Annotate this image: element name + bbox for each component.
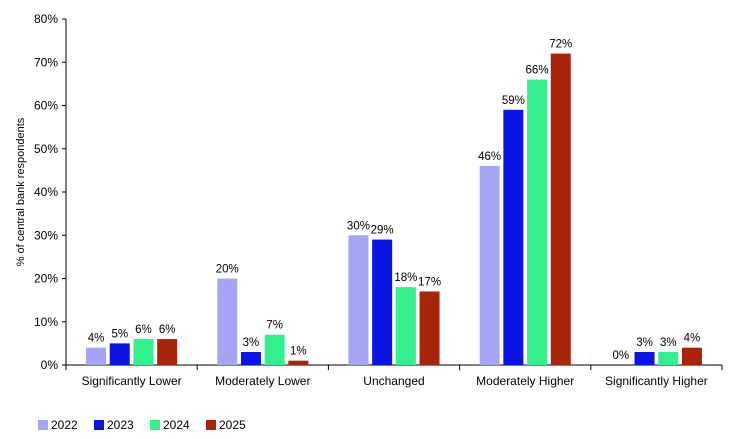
legend-label-2022: 2022 (51, 418, 78, 432)
data-label: 3% (660, 337, 677, 349)
y-tick-label: 70% (34, 55, 58, 69)
data-label: 0% (613, 350, 630, 362)
data-label: 5% (111, 328, 128, 340)
legend-swatch-2025 (206, 420, 216, 430)
y-tick-label: 0% (41, 358, 59, 372)
bar-2022 (217, 278, 238, 365)
data-label: 20% (216, 264, 239, 276)
data-label: 6% (135, 324, 152, 336)
x-tick-label: Significantly Higher (605, 374, 708, 388)
y-tick-label: 10% (34, 315, 58, 329)
x-tick-label: Moderately Lower (215, 374, 310, 388)
legend-label-2024: 2024 (163, 418, 190, 432)
bar-2025 (550, 53, 571, 365)
data-label: 46% (478, 151, 501, 163)
data-label: 72% (549, 39, 572, 51)
y-tick-label: 80% (34, 12, 58, 26)
bar-2025 (419, 291, 440, 365)
data-label: 18% (394, 272, 417, 284)
chart-legend: 2022 2023 2024 2025 (38, 418, 246, 432)
bar-2024 (395, 287, 416, 365)
x-tick-label: Unchanged (363, 374, 424, 388)
legend-swatch-2024 (150, 420, 160, 430)
bar-2025 (681, 347, 702, 365)
bar-2023 (109, 343, 130, 365)
data-label: 7% (266, 320, 283, 332)
data-label: 59% (502, 95, 525, 107)
legend-label-2023: 2023 (107, 418, 134, 432)
data-label: 4% (88, 333, 105, 345)
bar-2023 (240, 352, 261, 365)
bar-2023 (503, 109, 524, 365)
bar-2023 (634, 352, 655, 365)
bar-2024 (133, 339, 154, 365)
chart-axes: 0% 10% 20% 30% 40% 50% 60% 70% 80% Significantly … (34, 12, 723, 388)
data-label: 30% (347, 220, 370, 232)
y-tick-label: 20% (34, 272, 58, 286)
y-tick-label: 50% (34, 142, 58, 156)
x-tick-label: Significantly Lower (82, 374, 182, 388)
bar-2022 (348, 235, 369, 365)
data-label: 3% (636, 337, 653, 349)
y-tick-label: 30% (34, 228, 58, 242)
bar-2025 (157, 339, 178, 365)
data-label: 4% (684, 333, 701, 345)
data-label: 66% (526, 65, 549, 77)
bar-2022 (86, 347, 107, 365)
y-tick-label: 40% (34, 185, 58, 199)
bar-2025 (288, 360, 309, 365)
bar-2024 (264, 334, 285, 365)
y-tick-label: 60% (34, 99, 58, 113)
bar-2024 (527, 79, 548, 366)
legend-swatch-2023 (94, 420, 104, 430)
data-label: 29% (371, 225, 394, 237)
chart-data-labels: 4% 5% 6% 6% 20% 3% 7% 1% 30% 29% 18% 17% 46% 59% 66% 72… (88, 39, 701, 362)
data-label: 3% (243, 337, 260, 349)
x-tick-label: Moderately Higher (476, 374, 574, 388)
bar-2023 (372, 239, 393, 365)
data-label: 17% (418, 276, 441, 288)
bar-2024 (658, 352, 679, 365)
data-label: 1% (290, 346, 307, 358)
chart-bars (86, 53, 702, 366)
legend-label-2025: 2025 (219, 418, 246, 432)
y-axis-title: % of central bank respondents (15, 117, 27, 266)
bar-2022 (479, 166, 500, 365)
data-label: 6% (159, 324, 176, 336)
legend-swatch-2022 (38, 420, 48, 430)
